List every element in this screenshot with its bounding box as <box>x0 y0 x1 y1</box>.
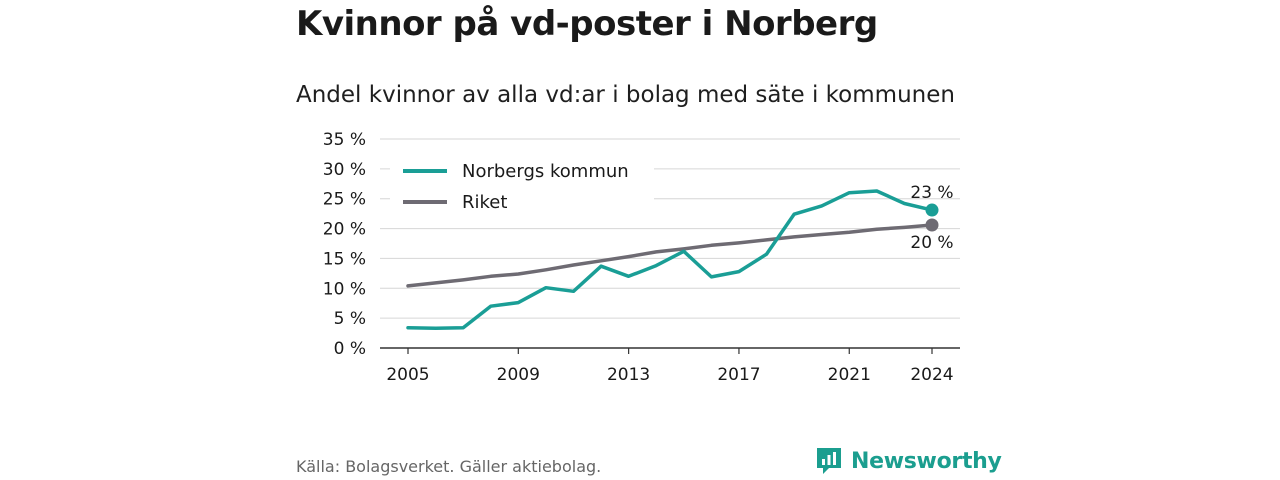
legend-label: Norbergs kommun <box>462 161 629 182</box>
x-axis-ticks: 2005 2009 2013 2017 2021 2024 <box>386 348 954 385</box>
chart-title: Kvinnor på vd-poster i Norberg <box>296 4 878 44</box>
x-tick-label: 2021 <box>828 365 871 385</box>
series-line-riket <box>406 223 934 288</box>
logo-text: Newsworthy <box>851 448 1002 474</box>
y-tick-label: 10 % <box>323 279 366 299</box>
x-tick-label: 2013 <box>607 365 650 385</box>
chart-subtitle: Andel kvinnor av alla vd:ar i bolag med … <box>296 82 955 108</box>
y-axis-ticks: 0 % 5 % 10 % 15 % 20 % 25 % 30 % 35 % <box>323 130 366 359</box>
x-tick-label: 2024 <box>910 365 953 385</box>
legend-label: Riket <box>462 192 507 213</box>
legend-background <box>390 152 654 218</box>
source-note: Källa: Bolagsverket. Gäller aktiebolag. <box>296 457 602 476</box>
series-line-norberg <box>406 189 934 331</box>
line-chart: 0 %5 %10 %15 %20 %25 %30 %35 % 2005 2009 2… <box>323 130 960 385</box>
x-tick-label: 2017 <box>717 365 760 385</box>
x-tick-label: 2005 <box>386 365 429 385</box>
y-tick-label: 0 % <box>334 339 366 359</box>
y-tick-label: 20 % <box>323 220 366 240</box>
brand-logo: Newsworthy <box>815 446 1002 476</box>
series-endpoints: 23 % 20 % <box>910 183 953 253</box>
endpoint-label: 23 % <box>910 183 953 203</box>
endpoint-marker <box>925 203 939 217</box>
y-tick-label: 35 % <box>323 130 366 150</box>
endpoint-marker <box>925 218 939 232</box>
y-tick-label: 5 % <box>334 309 366 329</box>
series-lines <box>406 189 934 331</box>
x-tick-label: 2009 <box>497 365 540 385</box>
newsworthy-logo-icon <box>817 448 841 474</box>
y-tick-label: 25 % <box>323 190 366 210</box>
y-tick-label: 15 % <box>323 249 366 269</box>
legend: Norbergs kommun Riket <box>390 152 654 218</box>
y-tick-label: 30 % <box>323 160 366 180</box>
endpoint-label: 20 % <box>910 233 953 253</box>
